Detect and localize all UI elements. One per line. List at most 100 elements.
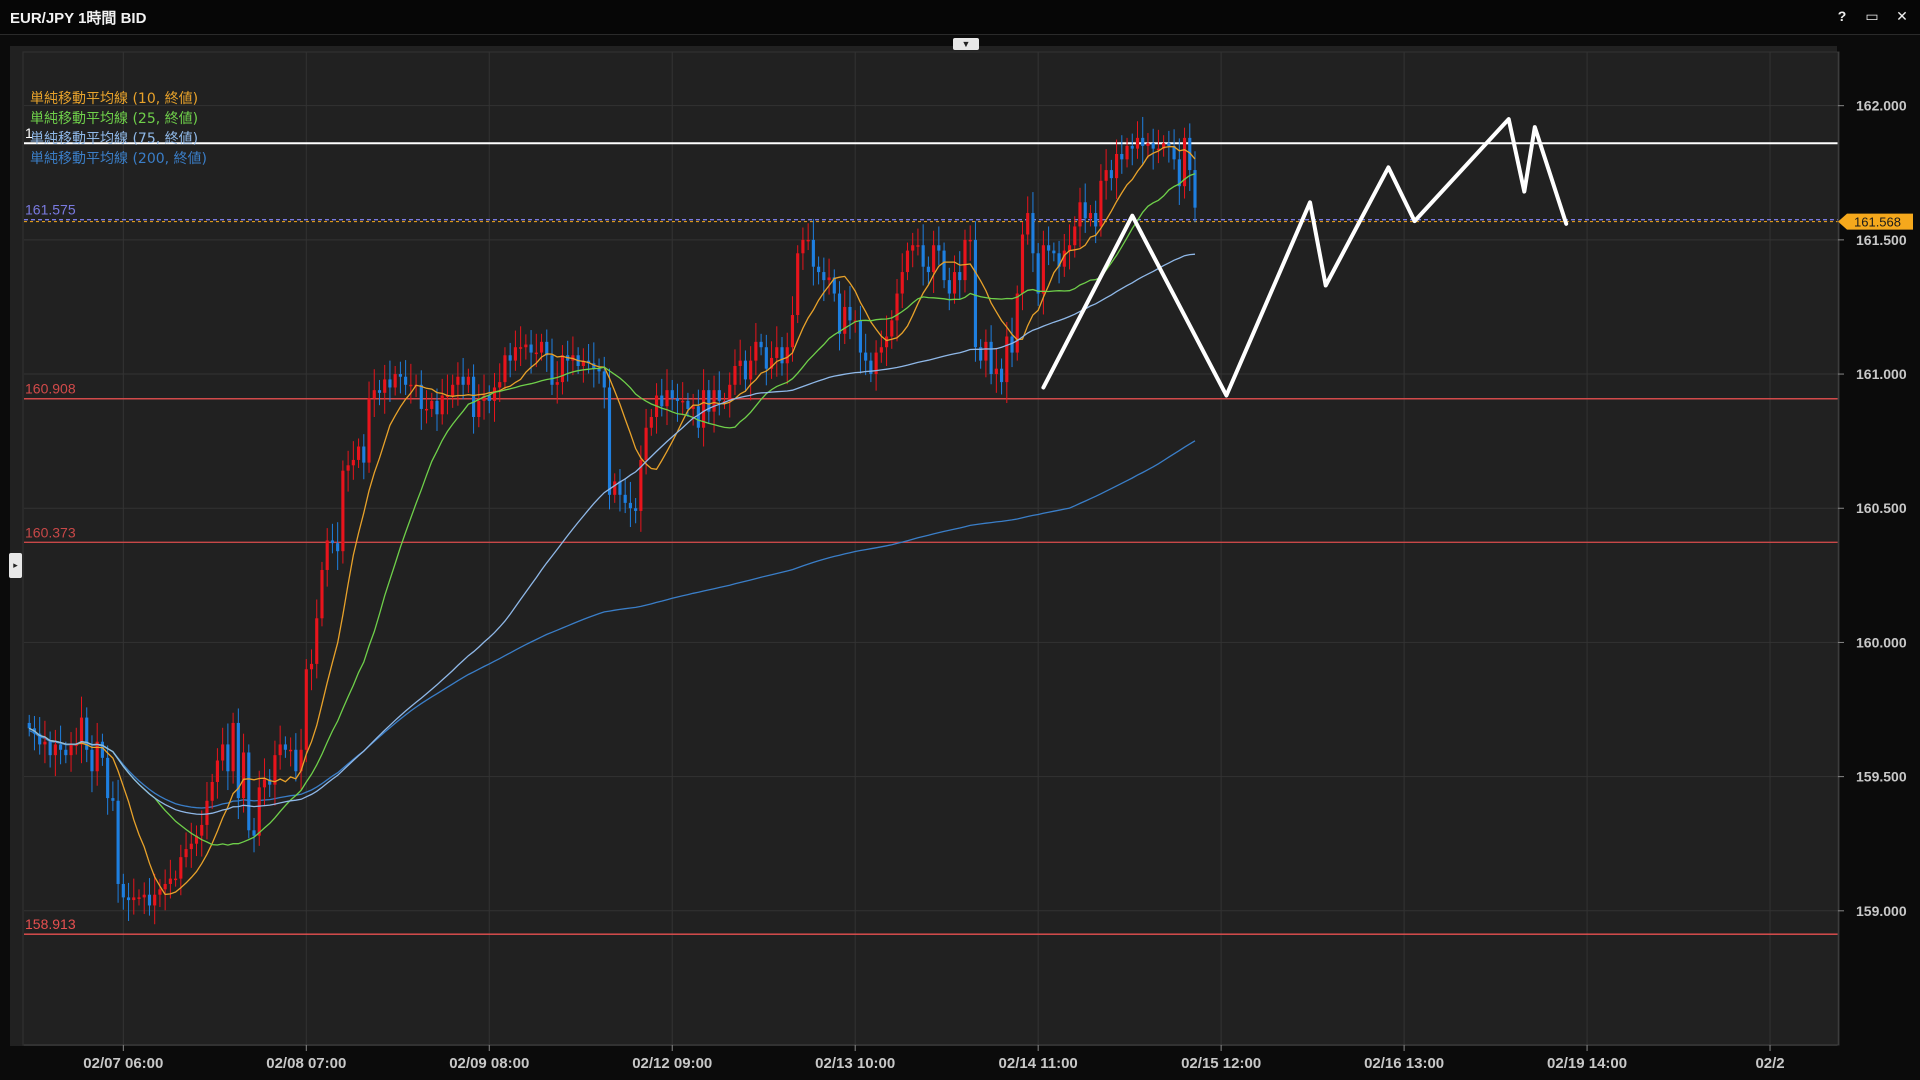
x-tick-label: 02/16 13:00 <box>1364 1055 1444 1072</box>
candle-down <box>38 733 42 745</box>
legend-item: 単純移動平均線 (75, 終値) <box>30 131 198 147</box>
candle-down <box>1193 170 1197 208</box>
candle-up <box>351 459 355 466</box>
candle-up <box>498 382 502 388</box>
candle-up <box>1020 234 1025 294</box>
candle-up <box>1088 213 1093 219</box>
candle-down <box>283 744 287 750</box>
legend-item: 単純移動平均線 (10, 終値) <box>30 91 198 107</box>
ma10-line <box>28 146 1196 896</box>
candle-down <box>435 400 439 415</box>
candle-down <box>958 272 962 281</box>
candle-down <box>869 360 873 375</box>
current-price-value: 161.568 <box>1854 215 1901 230</box>
candle-down <box>377 390 382 393</box>
candle-up <box>639 459 643 511</box>
candle-down <box>59 744 63 750</box>
ma200-line <box>28 440 1196 809</box>
ma25-line <box>28 173 1196 846</box>
candle-down <box>236 722 240 799</box>
candle-up <box>874 352 878 375</box>
current-price-tag: 161.568 <box>1838 213 1913 230</box>
candle-down <box>597 368 601 372</box>
x-tick-label: 02/12 09:00 <box>632 1055 712 1072</box>
grid-lines <box>24 52 1838 1045</box>
candle-up <box>1015 293 1019 353</box>
candle-up <box>681 400 685 403</box>
candle-up <box>346 465 350 471</box>
candle-up <box>1041 245 1045 294</box>
candle-down <box>832 277 836 294</box>
candle-up <box>963 239 967 281</box>
candle-down <box>628 502 632 509</box>
candle-down <box>472 376 476 417</box>
candle-down <box>90 749 94 772</box>
legend-item: 単純移動平均線 (200, 終値) <box>30 151 207 167</box>
candle-down <box>1120 153 1124 160</box>
candle-down <box>973 239 978 348</box>
y-tick-label: 162.000 <box>1856 98 1907 114</box>
candle-up <box>775 347 779 358</box>
level-label: 161.575 <box>25 202 76 218</box>
candle-up <box>184 849 188 858</box>
candle-up <box>884 336 889 348</box>
y-tick-label: 159.500 <box>1856 769 1907 785</box>
help-button[interactable]: ? <box>1837 8 1847 24</box>
candle-down <box>660 395 664 407</box>
candle-up <box>952 272 957 294</box>
candle-down <box>675 398 680 401</box>
candle-up <box>932 245 936 273</box>
candle-down <box>759 341 763 348</box>
candle-up <box>853 320 857 322</box>
candle-up <box>994 368 998 375</box>
moving-average-lines <box>28 146 1196 896</box>
close-button[interactable]: ✕ <box>1896 8 1908 24</box>
candle-down <box>696 406 700 428</box>
candle-up <box>95 741 99 772</box>
candle-up <box>163 883 167 890</box>
y-axis: 162.000 161.500 161.000 160.500 160.000 159.5… <box>1837 52 1907 1045</box>
y-tick-label: 159.000 <box>1856 903 1907 919</box>
candle-down <box>419 384 423 409</box>
legend: 単純移動平均線 (10, 終値) 単純移動平均線 (25, 終値) 単純移動平均線 … <box>30 91 207 167</box>
candle-up <box>905 250 910 273</box>
candle-up <box>1062 250 1066 267</box>
window-title: EUR/JPY 1時間 BID <box>10 10 147 27</box>
x-tick-label: 02/09 08:00 <box>449 1055 529 1072</box>
maximize-button[interactable]: ▭ <box>1865 8 1879 24</box>
candle-up <box>289 749 293 752</box>
candle-up <box>613 481 617 495</box>
candle-down <box>837 293 842 334</box>
candle-up <box>900 272 904 294</box>
candle-up <box>320 569 324 619</box>
level-label: 1 <box>25 125 33 141</box>
x-tick-label: 02/08 07:00 <box>266 1055 346 1072</box>
candle-down <box>111 798 115 801</box>
candle-down <box>388 379 392 388</box>
candle-up <box>383 379 387 393</box>
candle-down <box>1057 253 1061 267</box>
level-label: 158.913 <box>25 916 76 932</box>
x-tick-label: 02/2 <box>1755 1055 1784 1072</box>
candle-up <box>69 744 73 756</box>
level-label: 160.908 <box>25 381 76 397</box>
candle-up <box>273 755 277 785</box>
candle-up <box>241 752 246 799</box>
candle-down <box>707 390 711 412</box>
candle-up <box>702 390 706 428</box>
x-tick-label: 02/07 06:00 <box>83 1055 163 1072</box>
window-controls: ? ▭ ✕ <box>1832 5 1912 27</box>
candle-down <box>717 390 721 401</box>
candle-up <box>477 400 481 417</box>
candle-up <box>712 390 716 412</box>
side-panel-handle[interactable]: ▸ <box>9 553 22 578</box>
candle-down <box>529 344 533 353</box>
candle-up <box>665 390 669 407</box>
candle-up <box>74 744 78 746</box>
y-tick-label: 161.500 <box>1856 232 1907 248</box>
candle-down <box>989 341 993 375</box>
candle-up <box>1182 137 1187 187</box>
candle-down <box>1031 213 1035 254</box>
collapse-toggle-button[interactable]: ▼ <box>953 38 979 50</box>
